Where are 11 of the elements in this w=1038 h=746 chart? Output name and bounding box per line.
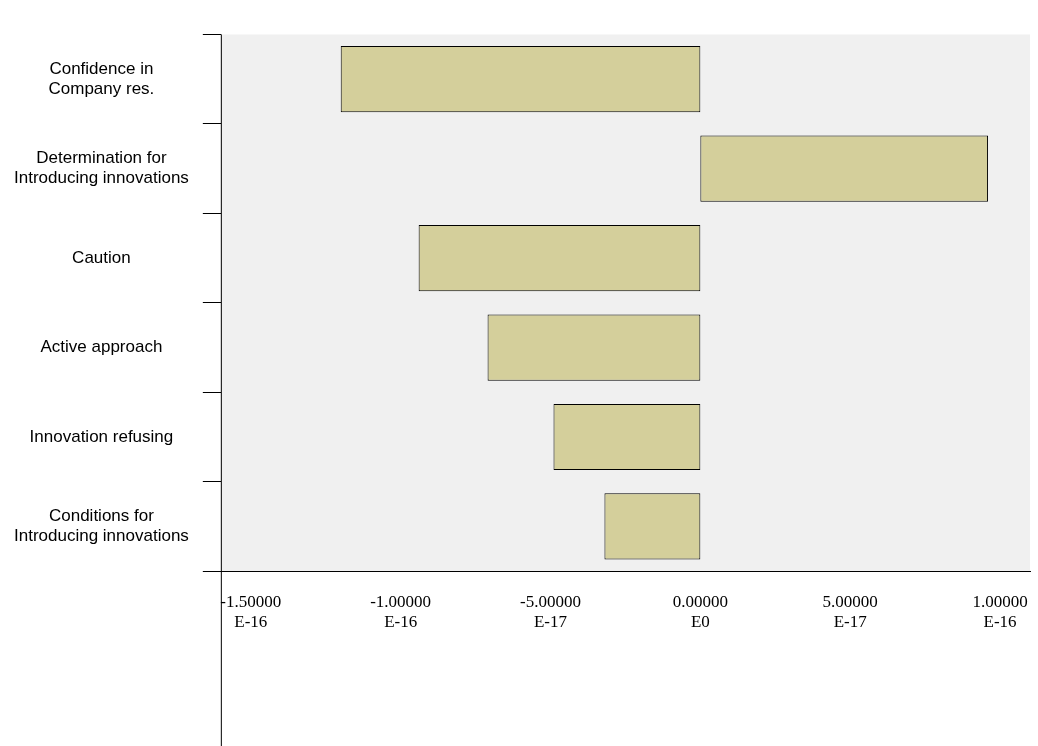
x-tick-label: 0.00000E0 [672,591,728,632]
y-tick-label: Caution [72,247,131,267]
y-tick-label: Confidence in Company res. [48,58,155,99]
y-tick-label: Determination for Introducing innovations [14,148,189,188]
x-tick-label: -1.00000E-16 [370,591,432,632]
y-tick-label: Conditions for Introducing innovations [14,505,189,546]
x-tick-label: -5.00000E-17 [520,591,581,632]
y-tick-label: Active approach [40,337,163,357]
x-tick-label: 5.00000E-17 [822,591,878,632]
y-tick-label: Innovation refusing [29,426,174,446]
x-tick-label: 1.00000E-16 [972,591,1028,632]
